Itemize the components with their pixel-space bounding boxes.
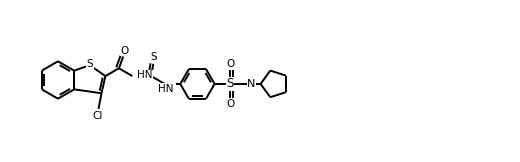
Text: S: S: [150, 52, 157, 62]
Text: HN: HN: [137, 70, 153, 80]
Text: Cl: Cl: [93, 111, 102, 121]
Text: S: S: [227, 77, 234, 90]
Text: HN: HN: [158, 84, 173, 94]
Text: O: O: [226, 59, 235, 69]
Text: S: S: [86, 59, 93, 69]
Text: O: O: [226, 99, 235, 109]
Text: O: O: [120, 46, 128, 56]
Text: N: N: [247, 79, 255, 89]
